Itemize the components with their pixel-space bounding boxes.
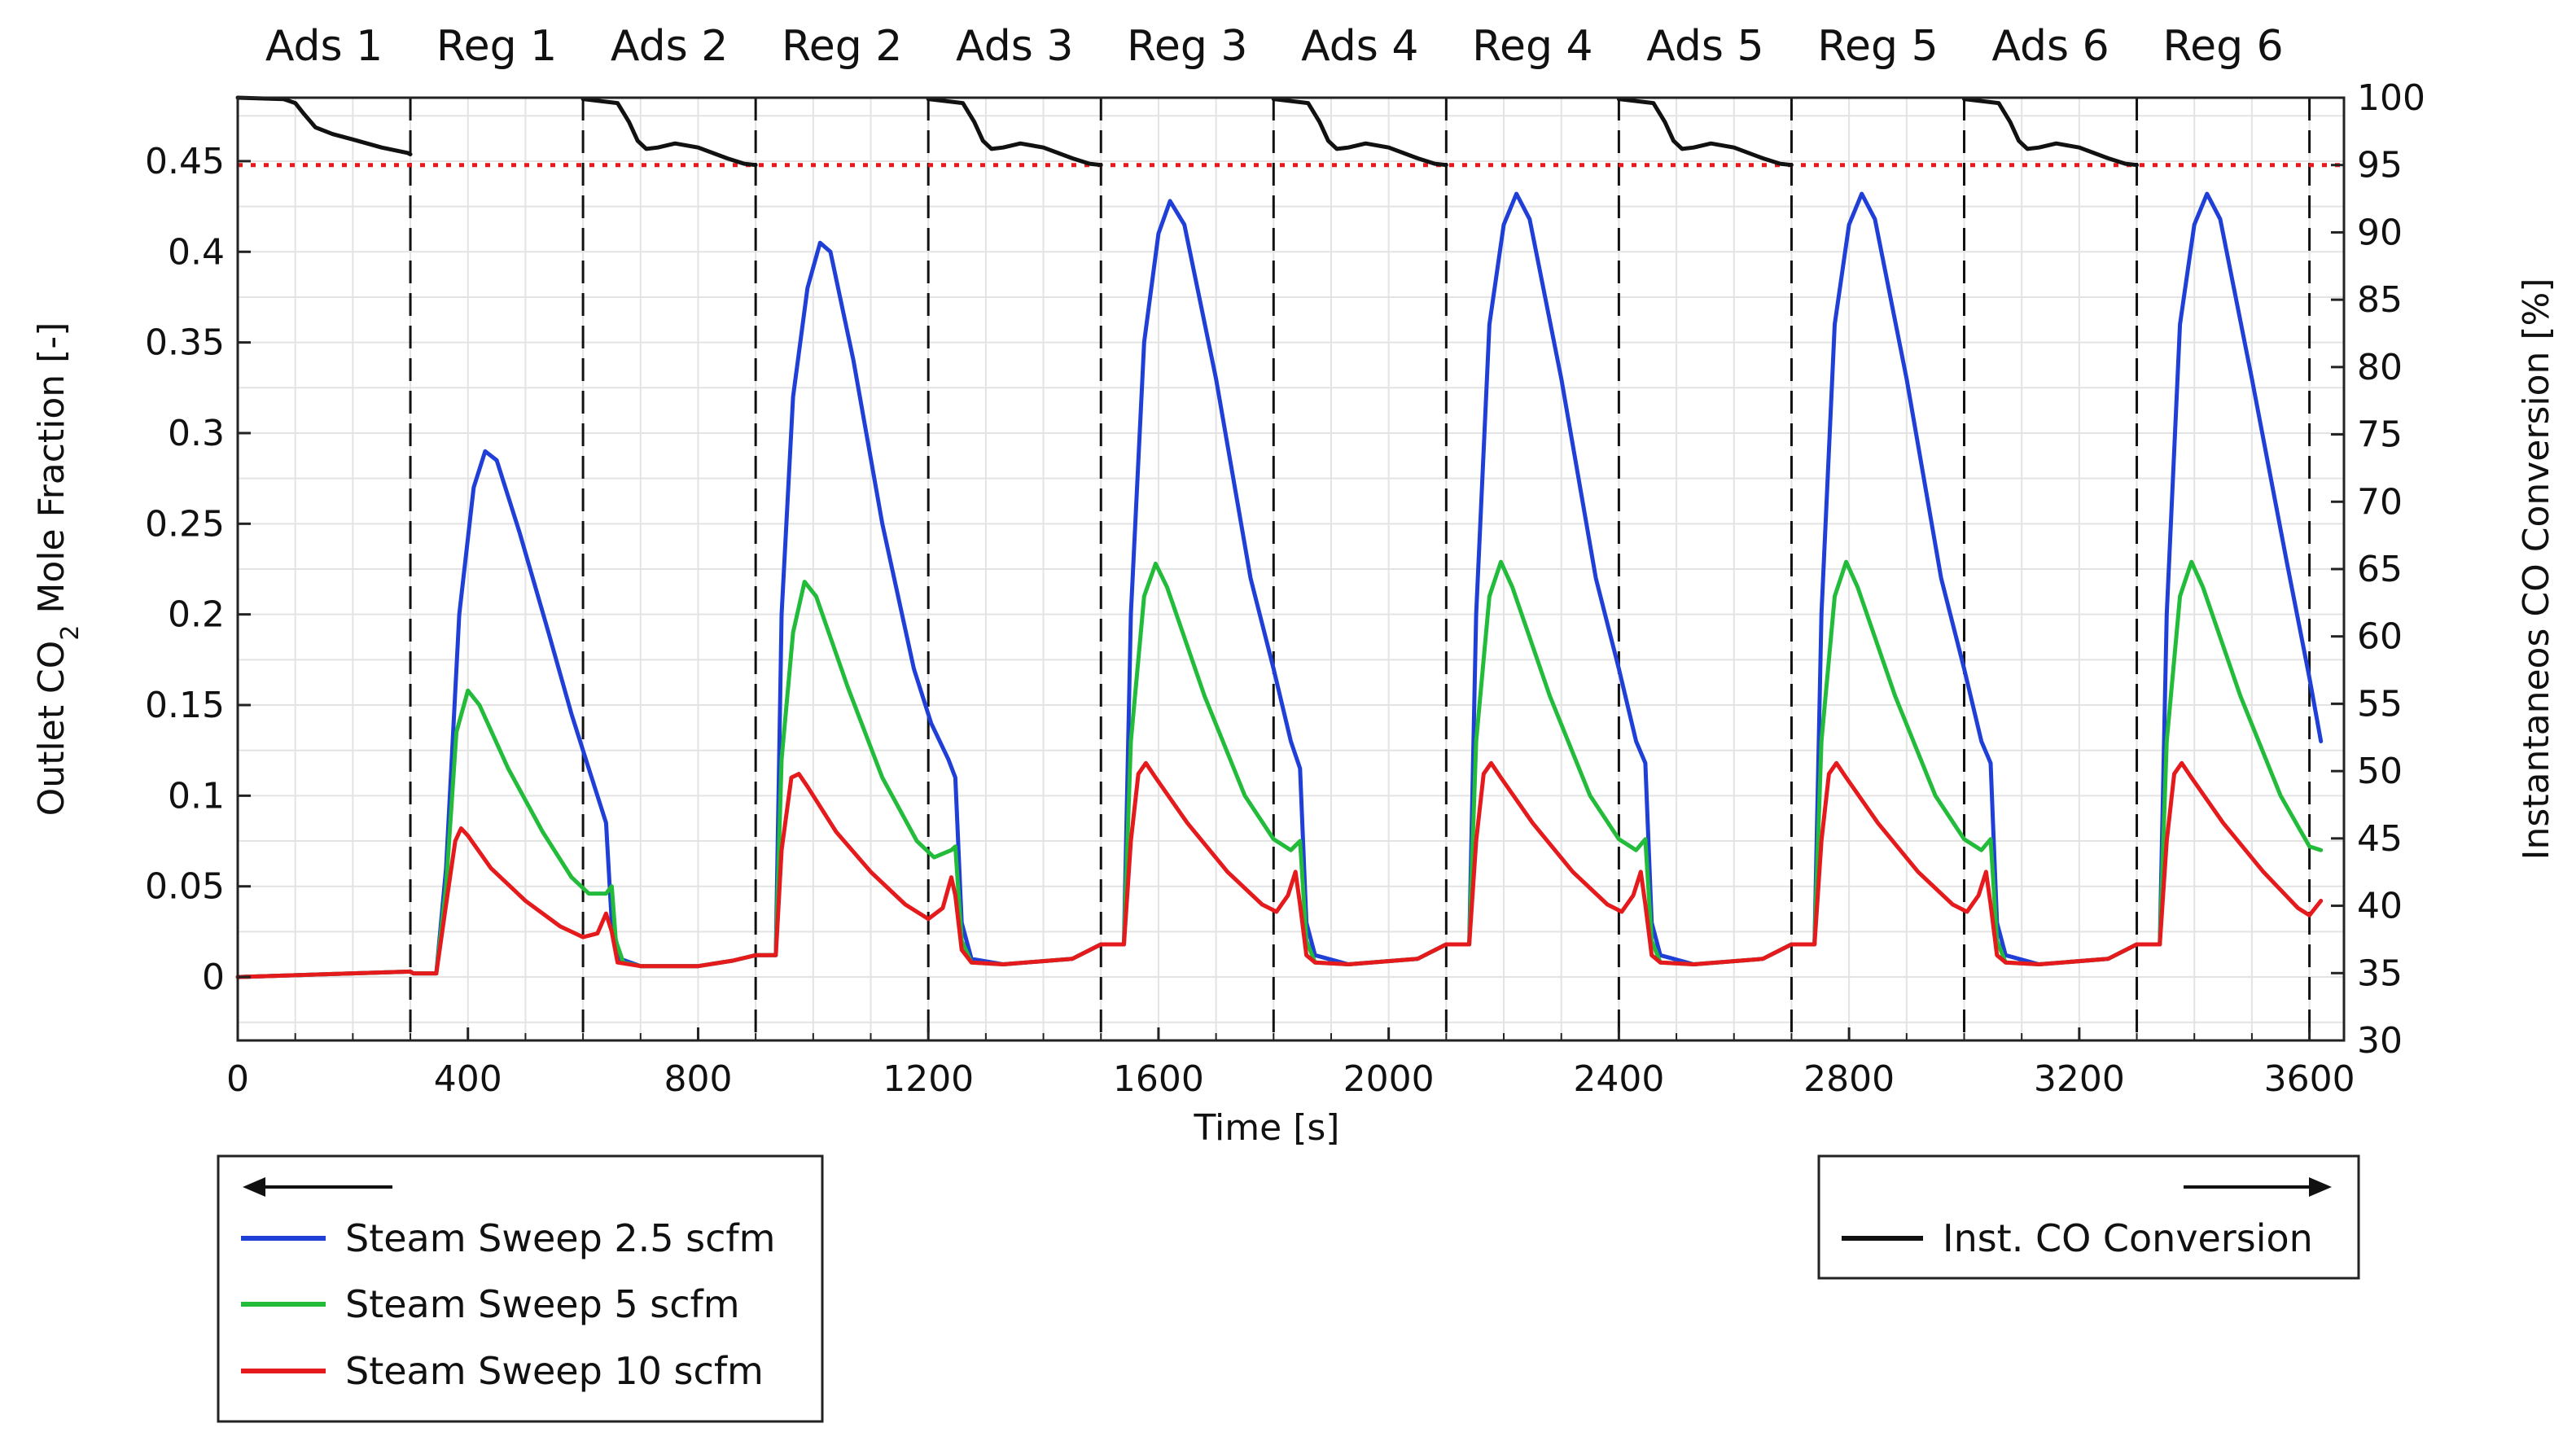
phase-label: Reg 1 (436, 22, 557, 71)
y2-tick-label: 70 (2357, 481, 2403, 523)
legend-right-box (1817, 1154, 2360, 1280)
series-steam-sweep-5-scfm (235, 559, 2324, 979)
y2-tick-label: 85 (2357, 279, 2403, 321)
legend-right-arrow-icon (2184, 1177, 2332, 1197)
y2-tick-label: 95 (2357, 145, 2403, 186)
x-tick-label: 2800 (1803, 1058, 1895, 1100)
y-axis-title: Outlet CO2 Mole Fraction [-] (31, 322, 85, 817)
y2-tick-label: 90 (2357, 212, 2403, 253)
series-inst-co-conversion (1962, 97, 2139, 168)
series-inst-co-conversion (1271, 97, 1448, 168)
phase-label: Reg 5 (1817, 22, 1938, 71)
legend-label-steam-2-5: Steam Sweep 2.5 scfm (345, 1216, 775, 1260)
phase-label: Reg 4 (1472, 22, 1592, 71)
y2-tick-label: 75 (2357, 414, 2403, 456)
legend-label-steam-10: Steam Sweep 10 scfm (345, 1349, 764, 1393)
x-tick-label: 400 (434, 1058, 502, 1100)
x-tick-label: 3600 (2264, 1058, 2355, 1100)
phase-label: Reg 2 (782, 22, 902, 71)
legend-left-box (217, 1154, 824, 1423)
y2-tick-label: 100 (2357, 77, 2425, 119)
y2-tick-label: 30 (2357, 1020, 2403, 1062)
y-tick-label: 0 (202, 957, 225, 998)
series-steam-sweep-10-scfm (235, 760, 2324, 979)
x-tick-label: 1600 (1113, 1058, 1204, 1100)
y2-tick-label: 40 (2357, 886, 2403, 927)
x-tick-label: 2000 (1343, 1058, 1435, 1100)
series-inst-co-conversion (235, 95, 413, 156)
y-tick-label: 0.4 (168, 231, 225, 273)
series-inst-co-conversion (926, 97, 1103, 168)
y-tick-label: 0.3 (168, 413, 225, 454)
y2-tick-label: 35 (2357, 953, 2403, 994)
y-tick-label: 0.15 (145, 685, 225, 726)
phase-label: Ads 5 (1646, 22, 1763, 71)
phase-label: Reg 3 (1127, 22, 1247, 71)
y-tick-label: 0.25 (145, 503, 225, 545)
x-tick-label: 2400 (1573, 1058, 1664, 1100)
phase-labels: Ads 1 Reg 1 Ads 2 Reg 2 Ads 3 Reg 3 Ads 4 Reg 4… (265, 22, 2284, 71)
y-tick-label: 0.05 (145, 866, 225, 908)
axis-layer: 0 400 800 1200 1600 2000 2400 2800 3200 3600 0 0.05… (145, 77, 2425, 1100)
x-axis-title: Time [s] (1194, 1107, 1340, 1149)
x-tick-label: 3200 (2034, 1058, 2125, 1100)
y-tick-label: 0.1 (168, 775, 225, 817)
legend-label-co-conversion: Inst. CO Conversion (1943, 1216, 2313, 1260)
y2-axis-title: Instantaneos CO Conversion [%] (2516, 278, 2557, 860)
legend-label-steam-5: Steam Sweep 5 scfm (345, 1282, 740, 1326)
phase-label: Ads 4 (1301, 22, 1418, 71)
y2-tick-label: 60 (2357, 616, 2403, 658)
series-layer (235, 95, 2324, 979)
legend-left-arrow-icon (243, 1177, 392, 1197)
phase-label: Ads 2 (611, 22, 728, 71)
series-inst-co-conversion (1616, 97, 1794, 168)
x-tick-label: 0 (226, 1058, 249, 1100)
phase-label: Ads 3 (956, 22, 1073, 71)
y2-tick-label: 80 (2357, 347, 2403, 388)
y-tick-label: 0.45 (145, 141, 225, 182)
y-tick-label: 0.2 (168, 594, 225, 636)
phase-label: Ads 6 (1991, 22, 2109, 71)
y2-tick-label: 55 (2357, 683, 2403, 725)
phase-label: Ads 1 (265, 22, 383, 71)
y2-tick-label: 65 (2357, 549, 2403, 590)
legend-right: Inst. CO Conversion (1817, 1154, 2360, 1280)
phase-label: Reg 6 (2162, 22, 2283, 71)
y2-tick-label: 45 (2357, 818, 2403, 860)
x-tick-label: 800 (664, 1058, 732, 1100)
x-tick-label: 1200 (883, 1058, 974, 1100)
series-inst-co-conversion (580, 97, 758, 168)
series-steam-sweep-2-5-scfm (235, 191, 2324, 979)
y2-tick-label: 50 (2357, 751, 2403, 792)
cycle-boundaries (238, 98, 2344, 1040)
grid-layer (238, 98, 2344, 1040)
legend-left: Steam Sweep 2.5 scfm Steam Sweep 5 scfm … (217, 1154, 824, 1423)
y-tick-label: 0.35 (145, 322, 225, 364)
